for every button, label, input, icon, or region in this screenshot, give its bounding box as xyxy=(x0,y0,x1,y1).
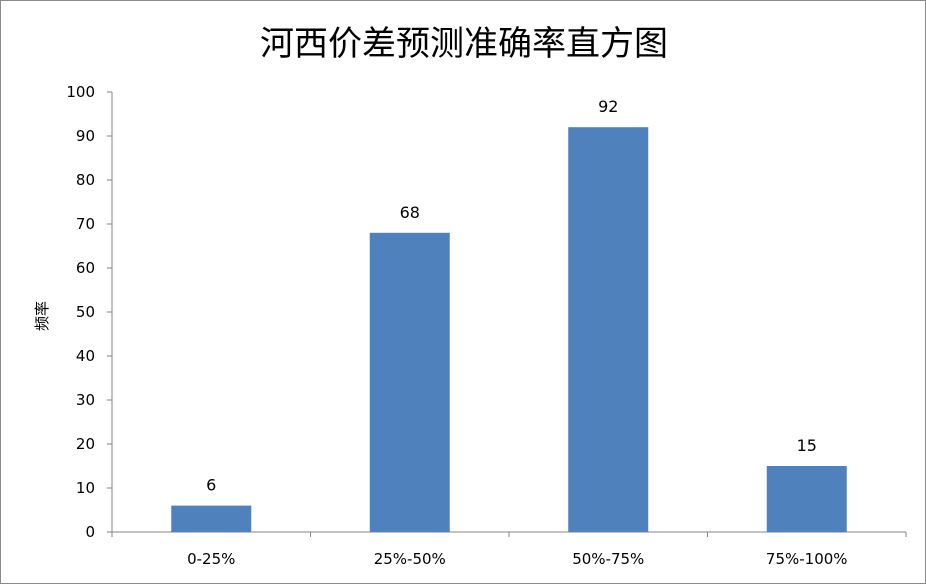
y-tick-label: 40 xyxy=(76,347,95,365)
y-tick-label: 70 xyxy=(76,215,95,233)
y-tick-label: 10 xyxy=(76,479,95,497)
bar-50%-75% xyxy=(568,127,649,532)
y-tick-label: 20 xyxy=(76,435,95,453)
x-tick-label: 0-25% xyxy=(187,550,235,568)
x-tick-label: 50%-75% xyxy=(572,550,644,568)
data-label: 15 xyxy=(797,436,817,455)
chart-title: 河西价差预测准确率直方图 xyxy=(260,24,668,64)
x-tick-label: 75%-100% xyxy=(766,550,848,568)
y-axis-label: 频率 xyxy=(33,301,51,331)
bar-25%-50% xyxy=(369,232,450,533)
y-tick-label: 60 xyxy=(76,259,95,277)
y-tick-label: 90 xyxy=(76,127,95,145)
data-label: 92 xyxy=(598,97,618,116)
y-tick-label: 30 xyxy=(76,391,95,409)
y-tick-label: 50 xyxy=(76,303,95,321)
y-tick-label: 100 xyxy=(66,83,95,101)
y-tick-label: 80 xyxy=(76,171,95,189)
x-tick-label: 25%-50% xyxy=(374,550,446,568)
y-tick-label: 0 xyxy=(85,523,95,541)
bar-0-25% xyxy=(171,505,252,532)
bar-75%-100% xyxy=(766,466,847,532)
data-label: 6 xyxy=(206,476,216,495)
data-label: 68 xyxy=(400,203,420,222)
